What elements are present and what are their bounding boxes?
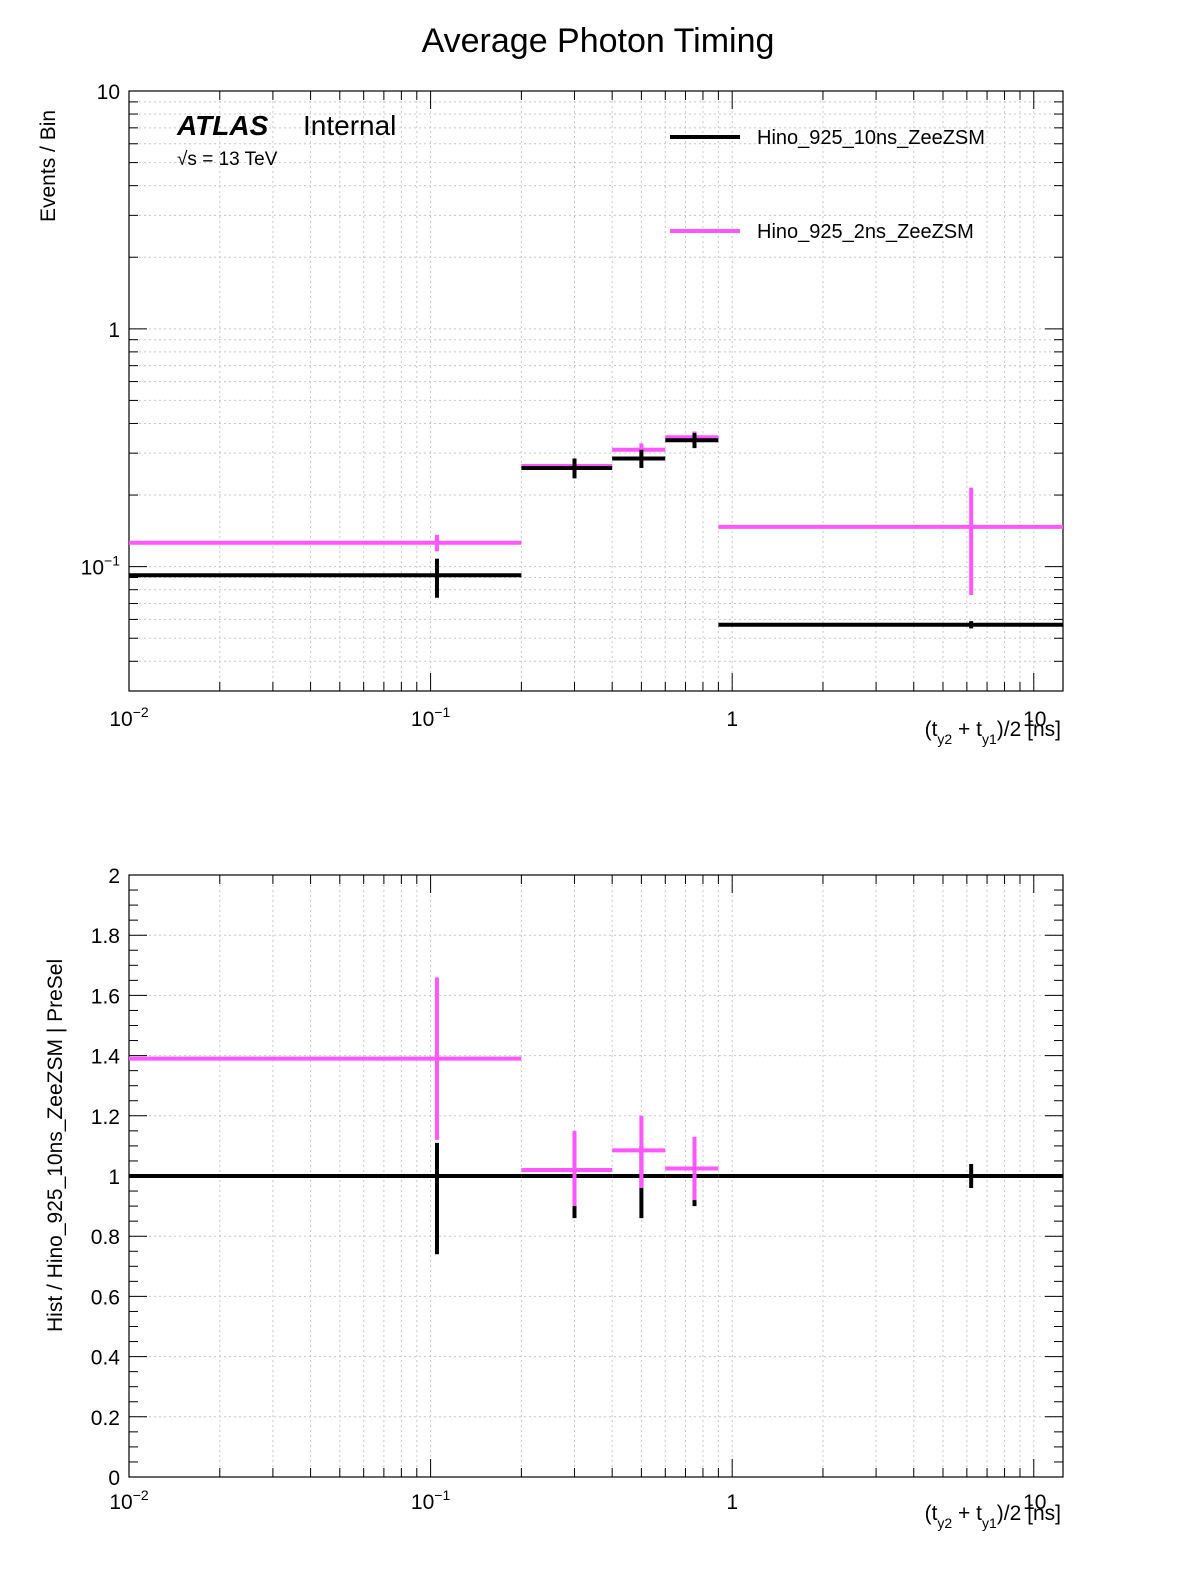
x-tick-label: 10 xyxy=(1023,1491,1046,1514)
y-tick-label: 1.2 xyxy=(91,1106,120,1129)
bottom-marks xyxy=(129,977,1063,1255)
atlas-label: ATLAS xyxy=(176,110,269,141)
atlas-energy: √s = 13 TeV xyxy=(177,149,278,170)
y-tick-label: 0 xyxy=(108,1467,120,1490)
bottom-xlabel: (ty2 + ty1)/2 [ns] xyxy=(925,1502,1061,1531)
top-ticks xyxy=(128,90,1063,692)
x-tick-label: 10−2 xyxy=(109,704,149,731)
bottom-tick-labels: 10−2 10−1 1 10 0 0.2 0.4 0.6 0.8 1 1.2 1.4 1.6 1.8 2 xyxy=(91,865,1047,1514)
x-tick-label: 1 xyxy=(726,708,738,731)
y-tick-label: 0.8 xyxy=(91,1226,120,1249)
bottom-panel: 10−2 10−1 1 10 0 0.2 0.4 0.6 0.8 1 1.2 1.4 1.6 1.8 2 H… xyxy=(44,865,1064,1531)
y-tick-label: 0.6 xyxy=(91,1286,120,1309)
y-tick-label: 1.4 xyxy=(91,1046,121,1069)
y-tick-label: 2 xyxy=(108,865,120,888)
y-tick-label: 1.6 xyxy=(91,985,120,1008)
y-tick-label: 1 xyxy=(108,1166,120,1189)
x-tick-label: 1 xyxy=(726,1491,738,1514)
top-frame xyxy=(128,90,1064,692)
top-xlabel: (ty2 + ty1)/2 [ns] xyxy=(925,718,1061,747)
legend-label-10ns: Hino_925_10ns_ZeeZSM xyxy=(757,127,985,149)
y-tick-label: 0.2 xyxy=(91,1407,120,1430)
y-tick-label: 1 xyxy=(108,319,120,342)
chart-title: Average Photon Timing xyxy=(422,22,775,60)
bottom-ylabel: Hist / Hino_925_10ns_ZeeZSM | PreSel xyxy=(44,959,67,1332)
x-tick-label: 10−2 xyxy=(109,1487,149,1514)
bottom-ticks xyxy=(128,874,1063,1478)
top-grid xyxy=(128,91,1063,692)
top-ylabel: Events / Bin xyxy=(37,110,60,222)
atlas-status: Internal xyxy=(303,110,396,141)
top-tick-labels: 10−2 10−1 1 10 10−1 1 10 xyxy=(81,81,1047,731)
y-tick-label: 1.8 xyxy=(91,925,120,948)
y-tick-label: 10−1 xyxy=(81,553,121,580)
x-tick-label: 10−1 xyxy=(411,704,451,731)
legend-label-2ns: Hino_925_2ns_ZeeZSM xyxy=(757,221,974,243)
y-tick-label: 10 xyxy=(97,81,120,104)
top-marks xyxy=(129,431,1063,629)
legend: Hino_925_10ns_ZeeZSM Hino_925_2ns_ZeeZSM xyxy=(670,127,985,243)
x-tick-label: 10 xyxy=(1023,708,1046,731)
x-tick-label: 10−1 xyxy=(411,1487,451,1514)
y-tick-label: 0.4 xyxy=(91,1347,121,1370)
top-panel: 10−2 10−1 1 10 10−1 1 10 ATLAS Internal √s = 1… xyxy=(37,81,1064,747)
